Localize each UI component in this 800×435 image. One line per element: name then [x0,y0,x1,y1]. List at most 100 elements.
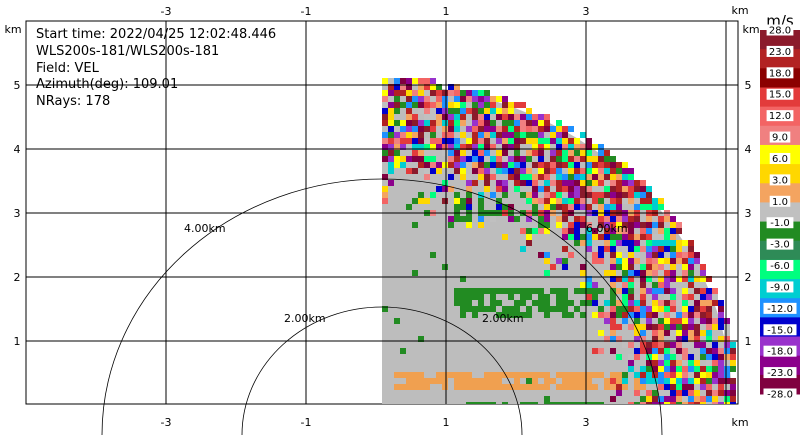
velocity-cell [592,174,598,180]
velocity-cell [430,114,436,120]
velocity-cell [490,132,496,138]
velocity-cell [496,186,502,192]
velocity-cell [652,360,658,366]
velocity-cell [514,156,520,162]
velocity-cell [652,342,658,348]
velocity-cell [556,150,562,156]
azimuth-text: Azimuth(deg): 109.01 [36,77,178,92]
velocity-cell [460,96,466,102]
velocity-cell [562,378,568,384]
velocity-cell [412,132,418,138]
velocity-cell [616,234,622,240]
velocity-cell [520,300,526,306]
velocity-cell [586,198,592,204]
velocity-cell [652,294,658,300]
velocity-cell [604,150,610,156]
colorbar-label: -28.0 [767,390,793,401]
velocity-cell [592,234,598,240]
velocity-cell [448,90,454,96]
y-unit-right: km [742,23,759,36]
velocity-cell [604,378,610,384]
velocity-cell [526,150,532,156]
velocity-cell [496,132,502,138]
velocity-cell [622,246,628,252]
velocity-cell [700,264,706,270]
velocity-cell [646,198,652,204]
velocity-cell [676,252,682,258]
velocity-cell [730,348,736,354]
velocity-cell [400,132,406,138]
velocity-cell [640,270,646,276]
velocity-cell [658,258,664,264]
velocity-cell [706,366,712,372]
velocity-cell [730,342,736,348]
velocity-cell [436,144,442,150]
velocity-cell [628,240,634,246]
velocity-cell [628,192,634,198]
colorbar-label: 18.0 [769,68,791,79]
velocity-cell [562,156,568,162]
velocity-cell [628,168,634,174]
velocity-cell [610,174,616,180]
velocity-cell [412,222,418,228]
velocity-cell [526,288,532,294]
velocity-cell [688,324,694,330]
velocity-cell [532,162,538,168]
velocity-cell [460,306,466,312]
velocity-cell [568,204,574,210]
velocity-cell [580,312,586,318]
velocity-cell [400,84,406,90]
velocity-cell [586,168,592,174]
velocity-cell [454,288,460,294]
velocity-cell [544,300,550,306]
velocity-cell [406,126,412,132]
velocity-cell [610,222,616,228]
velocity-cell [640,378,646,384]
velocity-cell [538,120,544,126]
velocity-cell [598,198,604,204]
velocity-cell [484,174,490,180]
velocity-cell [694,306,700,312]
velocity-cell [634,294,640,300]
velocity-cell [640,282,646,288]
velocity-cell [634,372,640,378]
velocity-cell [430,144,436,150]
velocity-cell [538,138,544,144]
velocity-cell [472,150,478,156]
velocity-cell [628,198,634,204]
velocity-cell [598,222,604,228]
velocity-cell [514,132,520,138]
velocity-cell [406,384,412,390]
velocity-cell [604,216,610,222]
velocity-cell [664,240,670,246]
velocity-cell [538,300,544,306]
velocity-cell [670,402,676,404]
velocity-cell [538,228,544,234]
velocity-cell [676,222,682,228]
velocity-cell [520,372,526,378]
velocity-cell [640,384,646,390]
velocity-cell [388,156,394,162]
velocity-cell [478,156,484,162]
velocity-cell [652,300,658,306]
velocity-cell [520,168,526,174]
velocity-cell [688,270,694,276]
velocity-cell [412,378,418,384]
velocity-cell [544,258,550,264]
velocity-cell [724,318,730,324]
x-tick-bottom: 3 [583,416,590,429]
velocity-cell [574,198,580,204]
velocity-cell [628,174,634,180]
velocity-cell [544,174,550,180]
velocity-cell [634,348,640,354]
velocity-cell [472,96,478,102]
velocity-cell [496,150,502,156]
colorbar-label-bg [766,45,794,57]
velocity-cell [484,384,490,390]
colorbar-label-bg [766,24,794,36]
velocity-cell [544,192,550,198]
velocity-cell [430,78,436,84]
velocity-cell [604,246,610,252]
velocity-cell [712,342,718,348]
velocity-cell [532,144,538,150]
